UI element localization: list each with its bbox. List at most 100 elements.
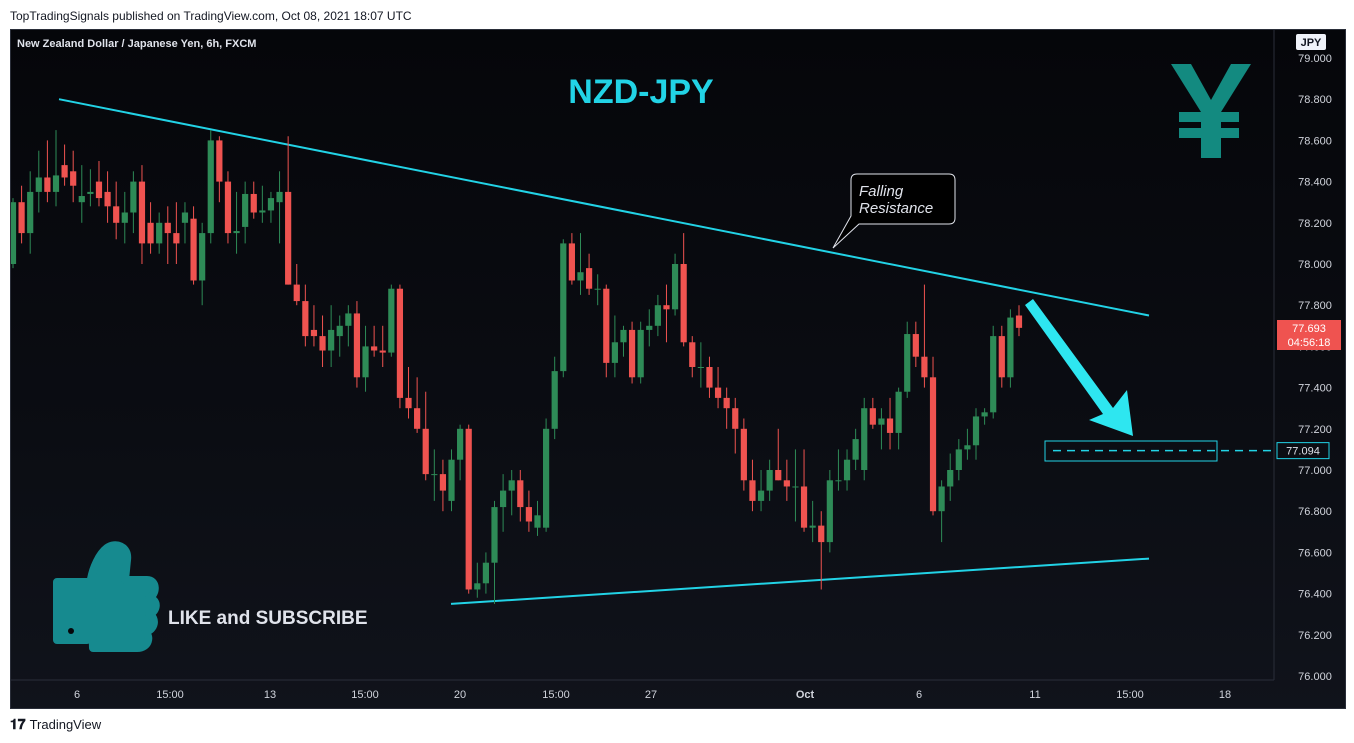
bearish-candle <box>628 329 636 378</box>
bullish-candle <box>852 439 859 460</box>
last-price-label <box>1277 320 1341 350</box>
price-chart[interactable]: New Zealand Dollar / Japanese Yen, 6h, F… <box>9 30 1345 708</box>
bearish-candle <box>818 525 825 543</box>
bullish-candle <box>388 288 395 353</box>
bullish-candle <box>199 233 206 281</box>
bullish-candle <box>448 459 455 501</box>
time-axis[interactable]: 6 15:00 13 15:00 20 15:00 27 Oct 6 11 15:00 18 <box>74 689 1231 701</box>
bullish-candle <box>267 198 275 211</box>
bullish-candle <box>457 428 464 460</box>
candles <box>9 130 1023 604</box>
bullish-candle <box>843 459 851 481</box>
price-tick-label: 76.000 <box>1298 671 1332 683</box>
price-tick-label: 76.400 <box>1298 589 1332 601</box>
price-tick-label: 76.200 <box>1298 630 1332 642</box>
currency-badge[interactable] <box>1296 34 1326 50</box>
price-tick-label: 77.000 <box>1298 465 1332 477</box>
bearish-candle <box>224 181 232 234</box>
bullish-candle <box>990 336 997 413</box>
price-tick-label: 78.800 <box>1298 94 1332 106</box>
time-tick-label: Oct <box>796 689 815 701</box>
bullish-candle <box>242 193 249 227</box>
bearish-candle <box>319 336 326 351</box>
last-price-value: 77.693 <box>1292 323 1326 335</box>
price-tick-label: 77.400 <box>1298 383 1332 395</box>
price-axis[interactable]: 79.000 78.800 78.600 78.400 78.200 78.000 77.8… <box>1298 53 1332 683</box>
down-arrow-projection <box>1025 299 1133 436</box>
time-tick-label: 6 <box>916 689 922 701</box>
bullish-candle <box>482 562 490 584</box>
yen-sign-icon <box>1171 64 1251 158</box>
price-tick-label: 76.600 <box>1298 547 1332 559</box>
bearish-candle <box>104 191 111 207</box>
bullish-candle <box>697 367 704 368</box>
instrument-label: New Zealand Dollar / Japanese Yen, 6h, F… <box>17 38 256 50</box>
bullish-candle <box>895 391 902 433</box>
bullish-candle <box>577 272 584 281</box>
price-tick-label: 78.400 <box>1298 177 1332 189</box>
time-tick-label: 6 <box>74 689 80 701</box>
bearish-candle <box>70 171 77 186</box>
falling-resistance-callout[interactable]: Falling Resistance <box>832 173 956 249</box>
bullish-candle <box>345 313 352 326</box>
bearish-candle <box>439 474 447 491</box>
bearish-candle <box>921 356 928 378</box>
bullish-candle <box>594 288 601 290</box>
target-zone-box[interactable] <box>1044 440 1218 462</box>
bearish-candle <box>310 329 318 337</box>
target-price-label <box>1276 442 1330 460</box>
tradingview-logo-icon: 𝟏𝟕 <box>10 716 26 732</box>
bullish-candle <box>233 231 240 234</box>
chart-pane[interactable]: New Zealand Dollar / Japanese Yen, 6h, F… <box>9 29 1346 709</box>
bullish-candle <box>207 140 214 234</box>
bearish-candle <box>517 480 524 508</box>
bearish-candle <box>800 486 808 528</box>
bearish-candle <box>293 284 300 302</box>
price-tick-label: 78.200 <box>1298 218 1332 230</box>
bullish-candle <box>964 445 971 450</box>
bullish-candle <box>121 212 128 223</box>
support-trendline[interactable] <box>450 557 1150 605</box>
bullish-candle <box>938 486 945 512</box>
bearish-candle <box>250 193 257 213</box>
callout-line-1: Falling <box>859 183 904 200</box>
time-tick-label: 18 <box>1219 689 1231 701</box>
bullish-candle <box>27 191 34 234</box>
bullish-candle <box>637 329 644 378</box>
bearish-candle <box>353 313 361 378</box>
bullish-candle <box>52 175 60 192</box>
bullish-candle <box>156 222 163 244</box>
bearish-candle <box>164 222 171 234</box>
bearish-candle <box>783 480 790 487</box>
target-price-value: 77.094 <box>1286 446 1320 458</box>
bearish-candle <box>113 206 120 223</box>
bearish-candle <box>585 268 593 289</box>
bearish-candle <box>173 233 180 244</box>
bullish-candle <box>955 449 962 470</box>
time-tick-label: 11 <box>1029 689 1040 701</box>
bullish-candle <box>835 480 842 482</box>
bearish-candle <box>723 397 730 409</box>
bearish-candle <box>525 507 532 522</box>
price-tick-label: 79.000 <box>1298 53 1332 65</box>
bearish-candle <box>18 202 25 234</box>
bullish-candle <box>792 486 799 488</box>
bearish-candle <box>396 288 404 398</box>
bullish-candle <box>654 305 661 326</box>
publish-info: TopTradingSignals published on TradingVi… <box>10 9 412 23</box>
bearish-candle <box>568 243 575 281</box>
bullish-candle <box>611 342 618 363</box>
bullish-candle <box>809 525 816 528</box>
price-tick-label: 78.600 <box>1298 135 1332 147</box>
bullish-candle <box>508 480 515 491</box>
footer-brand: TradingView <box>29 717 102 732</box>
bullish-candle <box>491 507 498 563</box>
bullish-candle <box>500 490 507 508</box>
bearish-candle <box>95 181 103 199</box>
bearish-candle <box>190 218 197 281</box>
bullish-candle <box>87 191 94 194</box>
falling-resistance-trendline[interactable] <box>58 98 1150 317</box>
bullish-candle <box>431 474 438 476</box>
thumbs-up-cuff-dot <box>68 628 74 634</box>
bearish-candle <box>929 377 937 512</box>
